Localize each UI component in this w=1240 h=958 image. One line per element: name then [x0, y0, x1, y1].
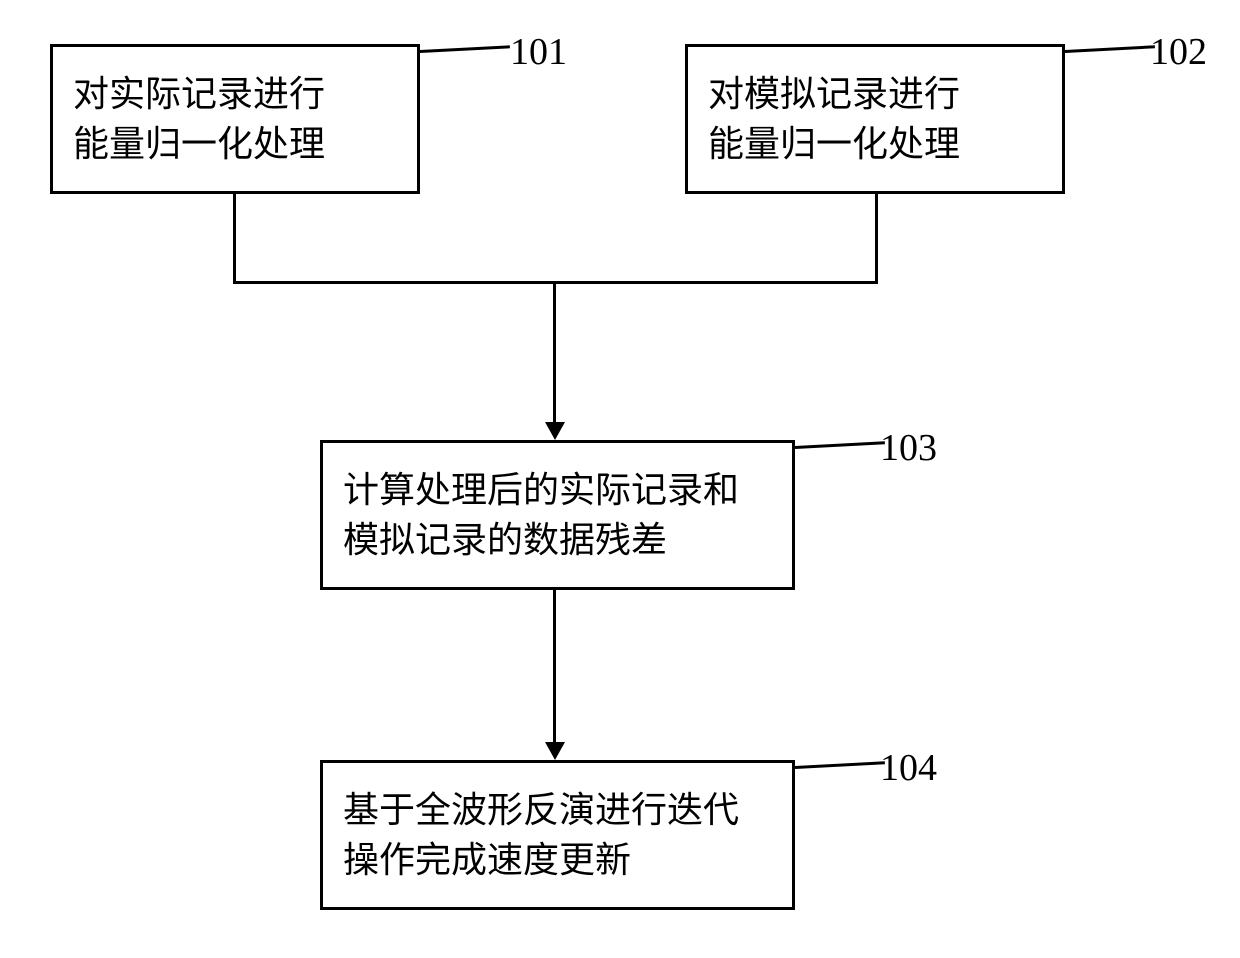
leader-104 — [795, 761, 885, 769]
edge-merge-to-103 — [553, 281, 556, 423]
leader-101 — [420, 45, 510, 53]
node-102-number: 102 — [1150, 30, 1207, 74]
node-103-number: 103 — [880, 426, 937, 470]
edge-103-to-104 — [553, 590, 556, 742]
arrow-into-104 — [545, 742, 565, 760]
node-103-text: 计算处理后的实际记录和 模拟记录的数据残差 — [343, 465, 739, 566]
node-104-text: 基于全波形反演进行迭代 操作完成速度更新 — [343, 785, 739, 886]
leader-102 — [1065, 45, 1155, 53]
edge-102-down — [875, 194, 878, 284]
leader-103 — [795, 441, 885, 449]
flowchart-canvas: 对实际记录进行 能量归一化处理 101 对模拟记录进行 能量归一化处理 102 … — [0, 0, 1240, 958]
node-101-number: 101 — [510, 30, 567, 74]
arrow-into-103 — [545, 422, 565, 440]
node-102-text: 对模拟记录进行 能量归一化处理 — [708, 69, 960, 170]
edge-101-down — [233, 194, 236, 284]
flowchart-node-101: 对实际记录进行 能量归一化处理 — [50, 44, 420, 194]
flowchart-node-104: 基于全波形反演进行迭代 操作完成速度更新 — [320, 760, 795, 910]
flowchart-node-103: 计算处理后的实际记录和 模拟记录的数据残差 — [320, 440, 795, 590]
node-104-number: 104 — [880, 746, 937, 790]
flowchart-node-102: 对模拟记录进行 能量归一化处理 — [685, 44, 1065, 194]
node-101-text: 对实际记录进行 能量归一化处理 — [73, 69, 325, 170]
